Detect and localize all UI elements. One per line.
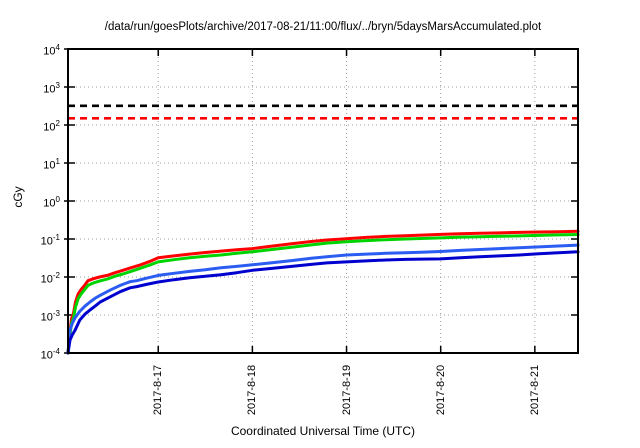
y-tick-label: 104	[43, 43, 60, 58]
accumulated-dose-green	[66, 233, 580, 355]
y-tick-label: 100	[43, 195, 60, 210]
x-tick-label: 2017-8-19	[340, 364, 353, 416]
x-tick-label: 2017-8-18	[246, 364, 259, 416]
plot-border	[67, 48, 579, 354]
x-tick-label: 2017-8-17	[152, 364, 165, 416]
y-tick-label: 10-4	[40, 347, 60, 362]
x-axis-label: Coordinated Universal Time (UTC)	[230, 424, 416, 438]
y-axis-label: cGy	[11, 186, 25, 208]
y-tick-label: 102	[43, 119, 60, 134]
x-tick-label: 2017-8-21	[528, 364, 541, 416]
y-tick-label: 103	[43, 81, 60, 96]
plot-title: /data/run/goesPlots/archive/2017-08-21/1…	[104, 21, 542, 33]
y-tick-label: 10-2	[40, 271, 60, 286]
y-tick-label: 10-1	[40, 233, 60, 248]
accumulated-dose-blue	[66, 250, 580, 355]
y-tick-label: 101	[43, 157, 60, 172]
accumulated-dose-red	[66, 229, 580, 355]
y-tick-label: 10-3	[40, 309, 60, 324]
accumulated-dose-lightblue	[66, 243, 580, 355]
x-tick-label: 2017-8-20	[434, 364, 447, 416]
